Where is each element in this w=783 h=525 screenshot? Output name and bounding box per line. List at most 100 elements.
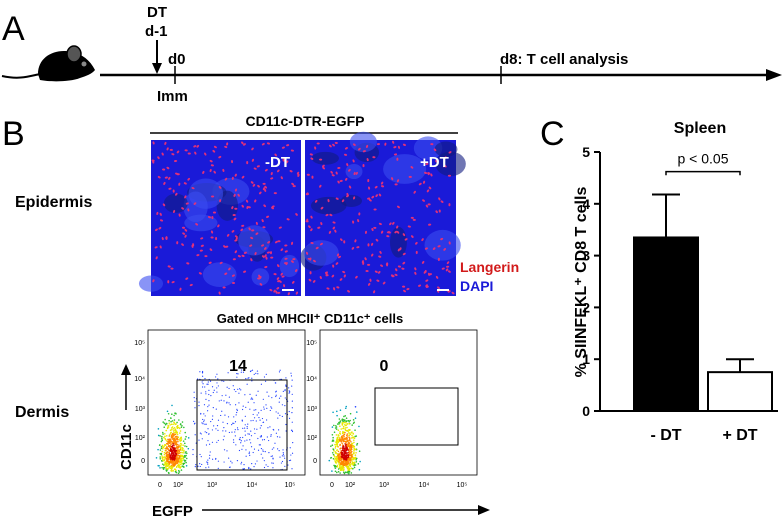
event	[175, 423, 177, 425]
cell	[437, 257, 440, 262]
event	[173, 422, 176, 424]
event	[168, 449, 170, 452]
event	[175, 453, 178, 455]
cell	[361, 260, 364, 264]
cell	[308, 278, 312, 282]
cell	[315, 246, 319, 250]
cell	[163, 181, 166, 185]
event	[167, 424, 170, 427]
event	[185, 445, 188, 448]
cell	[199, 249, 203, 252]
cell	[225, 245, 229, 248]
event	[172, 470, 175, 472]
event	[251, 397, 253, 399]
cell	[427, 172, 430, 176]
event	[205, 398, 207, 400]
cell	[269, 251, 272, 255]
event	[285, 430, 287, 432]
y-tick-label: 10⁵	[306, 340, 317, 347]
event	[169, 444, 172, 447]
cell	[222, 168, 225, 173]
y-tick-label: 4	[582, 196, 590, 212]
event	[171, 404, 173, 407]
cell	[222, 286, 226, 289]
cell	[291, 241, 294, 245]
event	[177, 426, 180, 429]
cell	[397, 205, 400, 209]
event	[170, 459, 173, 462]
cell	[305, 220, 309, 223]
event	[163, 453, 166, 456]
event	[247, 423, 249, 425]
event	[238, 449, 241, 452]
event	[337, 441, 339, 443]
cell	[378, 193, 382, 197]
x-axis-label: EGFP	[152, 503, 193, 520]
event	[207, 428, 209, 430]
event	[160, 453, 163, 456]
cell	[331, 174, 335, 177]
cell	[292, 280, 295, 284]
event	[235, 404, 237, 406]
cell	[410, 216, 414, 219]
event	[264, 451, 266, 453]
event	[357, 463, 360, 465]
event	[353, 437, 356, 440]
cell	[282, 158, 285, 162]
cell	[255, 232, 259, 235]
panel-label: A	[2, 10, 25, 48]
event	[348, 450, 350, 453]
event	[199, 371, 201, 373]
event	[347, 461, 349, 464]
cell	[162, 203, 166, 207]
cell	[250, 236, 254, 240]
cell	[401, 267, 405, 270]
tissue-patch	[349, 131, 377, 153]
event	[215, 408, 217, 410]
event	[251, 380, 253, 382]
event	[254, 463, 256, 465]
cell	[165, 236, 168, 240]
event	[234, 421, 237, 423]
event	[235, 390, 237, 393]
cell	[435, 160, 438, 163]
event	[245, 449, 247, 451]
event	[345, 443, 347, 446]
dt-label: DT	[147, 4, 167, 21]
event	[241, 448, 243, 450]
event	[343, 457, 346, 460]
tissue-patch	[202, 262, 237, 287]
event	[346, 467, 349, 470]
event	[227, 372, 229, 374]
cell	[154, 246, 158, 249]
cell	[195, 223, 199, 226]
event	[284, 405, 286, 407]
event	[201, 422, 203, 424]
cell	[231, 206, 234, 210]
event	[262, 457, 264, 459]
event	[342, 418, 345, 421]
event	[339, 457, 342, 460]
event	[208, 457, 211, 459]
event	[253, 373, 255, 375]
event	[184, 445, 186, 447]
cell	[352, 220, 355, 224]
event	[185, 461, 187, 464]
event	[194, 466, 196, 468]
event	[351, 458, 353, 461]
event	[183, 450, 185, 453]
event	[340, 469, 343, 471]
event	[160, 459, 163, 462]
event	[249, 454, 251, 457]
cell	[246, 160, 249, 165]
tissue-patch	[310, 196, 347, 215]
y-axis-arrow-head	[121, 364, 131, 375]
cell	[192, 243, 195, 247]
event	[205, 467, 207, 469]
chart-title: Spleen	[674, 120, 726, 137]
cell	[311, 175, 314, 179]
cell	[337, 166, 341, 170]
cell	[284, 250, 288, 253]
event	[201, 372, 204, 374]
cell	[202, 170, 205, 174]
